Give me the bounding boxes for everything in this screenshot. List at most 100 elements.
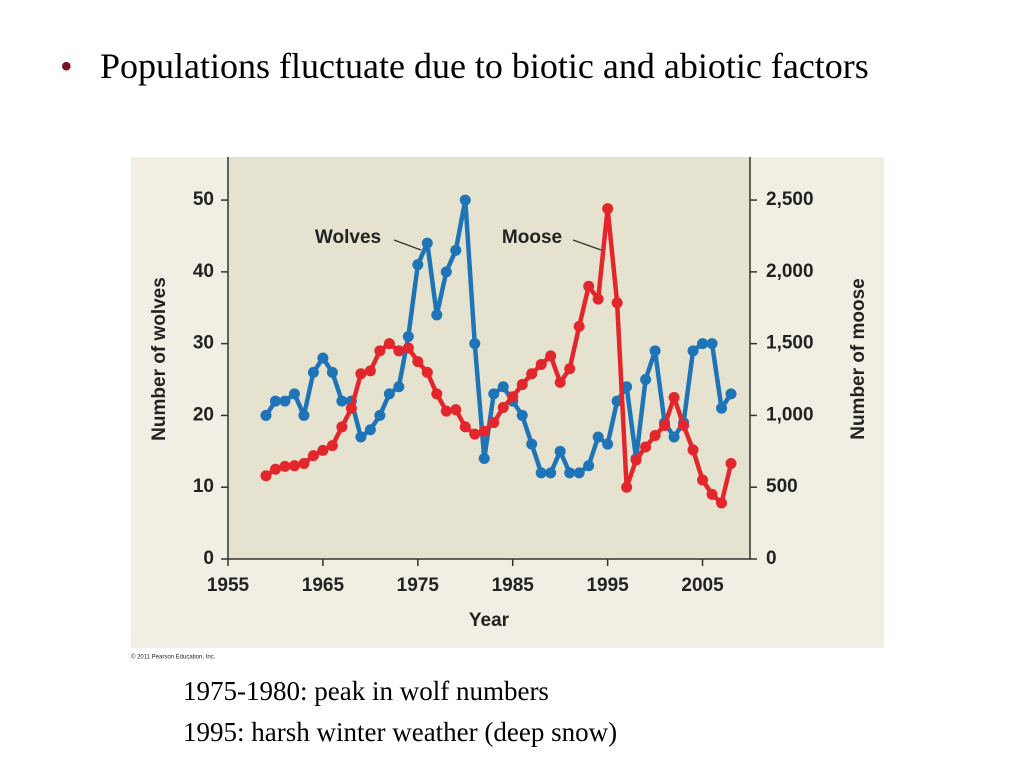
caption: 1975-1980: peak in wolf numbers: [183, 676, 549, 706]
y-tick-label: 30: [193, 333, 214, 354]
data-point: [317, 444, 329, 456]
data-point: [383, 338, 395, 350]
data-point: [459, 421, 471, 433]
data-point: [668, 391, 680, 403]
y-tick-label: 40: [193, 261, 214, 282]
data-point: [583, 280, 595, 292]
data-point: [697, 474, 709, 486]
data-point: [573, 320, 585, 332]
data-point: [602, 203, 614, 215]
data-point: [326, 366, 338, 378]
data-point: [355, 431, 367, 443]
data-point: [345, 402, 357, 414]
x-tick-label: 1985: [492, 575, 535, 596]
data-point: [573, 467, 585, 479]
data-point: [364, 365, 376, 377]
data-point: [592, 293, 604, 305]
y2-axis-label: Number of moose: [848, 278, 869, 440]
credit: © 2011 Pearson Education, Inc.: [131, 654, 216, 661]
y-tick-label: 0: [203, 548, 214, 569]
data-point: [488, 417, 500, 429]
y2-tick-label: 1,000: [766, 404, 814, 425]
data-point: [649, 345, 661, 357]
data-point: [393, 345, 405, 357]
data-point: [697, 338, 709, 350]
slide-title: Populations fluctuate due to biotic and …: [60, 44, 920, 88]
data-point: [288, 388, 300, 400]
data-point: [279, 460, 291, 472]
data-point: [602, 438, 614, 450]
data-point: [364, 424, 376, 436]
data-point: [687, 444, 699, 456]
data-point: [488, 388, 500, 400]
y-tick-label: 50: [193, 189, 214, 210]
data-point: [725, 458, 737, 470]
data-point: [374, 345, 386, 357]
data-point: [706, 488, 718, 500]
data-point: [298, 458, 310, 470]
annotation: Moose: [502, 227, 562, 248]
data-point: [564, 467, 576, 479]
data-point: [716, 497, 728, 509]
data-point: [421, 237, 433, 249]
data-point: [469, 428, 481, 440]
data-point: [326, 440, 338, 452]
data-point: [678, 419, 690, 431]
x-tick-label: 1995: [586, 575, 629, 596]
data-point: [497, 381, 509, 393]
data-point: [516, 379, 528, 391]
data-point: [630, 454, 642, 466]
data-point: [402, 342, 414, 354]
data-point: [336, 421, 348, 433]
data-point: [640, 441, 652, 453]
data-point: [554, 445, 566, 457]
data-point: [545, 350, 557, 362]
data-point: [507, 391, 519, 403]
data-point: [516, 409, 528, 421]
data-point: [269, 463, 281, 475]
data-point: [440, 405, 452, 417]
data-point: [564, 363, 576, 375]
data-point: [307, 366, 319, 378]
data-point: [260, 470, 272, 482]
data-point: [526, 368, 538, 380]
x-tick-label: 1955: [207, 575, 250, 596]
data-point: [621, 381, 633, 393]
data-point: [374, 409, 386, 421]
data-point: [621, 481, 633, 493]
data-point: [298, 409, 310, 421]
data-point: [592, 431, 604, 443]
data-point: [497, 402, 509, 414]
y2-tick-label: 2,000: [766, 261, 814, 282]
annotation-leader: [393, 239, 422, 251]
y-axis-label: Number of wolves: [149, 277, 170, 441]
data-point: [583, 460, 595, 472]
data-point: [269, 395, 281, 407]
data-point: [611, 297, 623, 309]
data-point: [668, 431, 680, 443]
data-point: [412, 356, 424, 368]
x-tick-label: 1965: [302, 575, 345, 596]
data-point: [725, 388, 737, 400]
y-tick-label: 10: [193, 476, 214, 497]
data-point: [450, 244, 462, 256]
data-point: [478, 425, 490, 437]
data-point: [640, 374, 652, 386]
data-point: [431, 309, 443, 321]
annotation-leader: [572, 239, 602, 251]
data-point: [478, 453, 490, 464]
data-point: [279, 395, 291, 407]
data-point: [649, 430, 661, 442]
y2-tick-label: 2,500: [766, 189, 814, 210]
data-point: [535, 467, 547, 479]
data-point: [260, 409, 272, 421]
plot-area: [228, 157, 750, 559]
x-tick-label: 2005: [681, 575, 724, 596]
data-point: [545, 467, 557, 479]
data-point: [535, 358, 547, 370]
annotation: Wolves: [315, 227, 381, 248]
data-point: [526, 438, 538, 450]
data-point: [459, 194, 471, 206]
